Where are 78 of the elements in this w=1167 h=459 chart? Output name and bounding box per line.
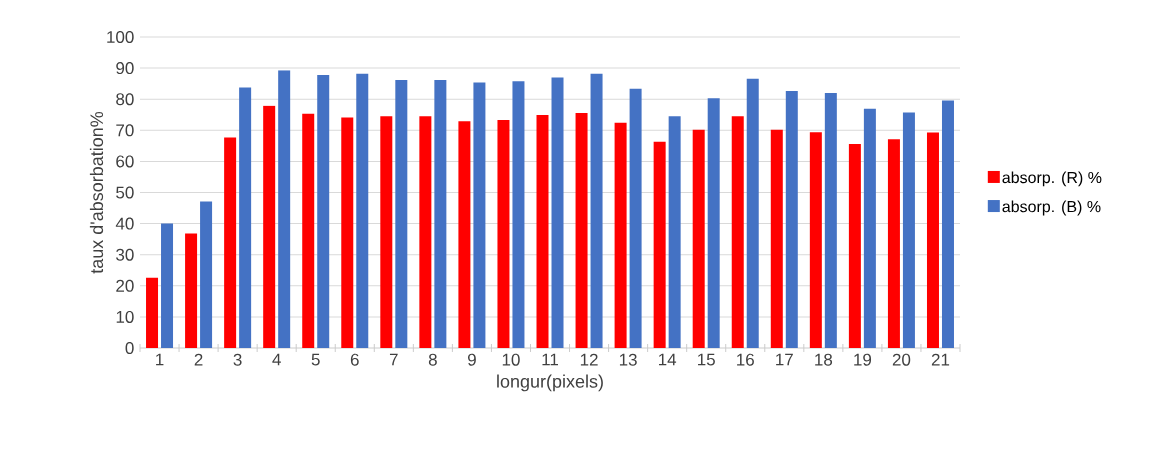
bar [731,116,744,348]
bar [317,74,330,348]
bar [512,81,525,348]
bar [278,70,291,348]
x-tick-label: 11 [542,353,558,366]
bar [458,121,471,348]
x-tick-label: 13 [619,353,637,366]
x-tick-label: 7 [389,353,398,366]
bar [629,88,642,348]
bar [185,233,198,348]
bar [668,116,681,348]
bar [707,98,720,348]
bar [551,77,564,348]
x-tick-label: 10 [502,353,520,366]
x-tick-label: 15 [698,353,715,366]
bar [263,105,276,348]
x-axis-title: longur(pixels) [497,374,603,392]
bar [395,79,408,348]
bar [161,223,174,348]
x-tick-label: 2 [194,353,203,366]
bar [341,117,354,348]
bar [356,73,369,348]
y-tick-label: 90 [116,62,134,75]
y-tick-label: 80 [116,93,134,106]
x-tick-label: 3 [233,353,242,366]
x-tick-label: 1 [156,353,164,366]
bar [809,132,822,348]
x-tick-label: 8 [428,353,437,366]
bar [863,108,876,348]
y-tick-label: 70 [116,124,134,137]
x-tick-label: 6 [350,353,359,366]
y-tick-label: 60 [116,155,134,168]
y-tick-label: 100 [107,30,134,44]
bar [302,113,315,348]
bar [614,122,627,348]
x-tick-label: 19 [854,353,872,366]
bar [824,92,837,348]
y-tick-label: 20 [116,279,134,292]
x-tick-label: 20 [892,353,911,366]
x-tick-label: 4 [272,353,281,366]
y-tick-label: 30 [116,248,134,261]
bar [575,112,588,348]
bar [902,112,915,348]
y-tick-label: 0 [125,341,134,355]
bar [848,143,861,348]
y-tick-label: 50 [116,186,134,199]
y-tick-label: 10 [116,310,134,323]
x-tick-label: 17 [776,353,793,366]
legend-label: absorp. (B) % [1002,200,1101,216]
y-axis-title: taux d'absorbation% [89,111,104,274]
bar [536,115,549,348]
x-tick-label: 12 [580,353,598,366]
bar [692,129,705,348]
x-tick-label: 21 [931,353,950,366]
bar [926,132,939,348]
bar [785,91,798,348]
bar [887,139,900,348]
bar [239,87,252,348]
x-tick-label: 9 [467,353,476,366]
bar [434,79,447,348]
x-tick-label: 18 [815,353,833,366]
x-tick-label: 5 [311,353,320,366]
bar [941,100,954,348]
bar [770,129,783,348]
bar [224,137,237,348]
bar [473,82,486,348]
x-tick-label: 16 [737,353,754,366]
bar [497,120,510,348]
bar [590,73,603,348]
y-tick-label: 40 [115,217,134,230]
bar [200,201,213,348]
bar [653,141,666,348]
bar [380,116,393,348]
bar [746,78,759,348]
bar [419,116,432,348]
legend-label: absorp. (R) % [1002,171,1102,187]
bar [146,277,159,348]
x-tick-label: 14 [659,353,677,366]
